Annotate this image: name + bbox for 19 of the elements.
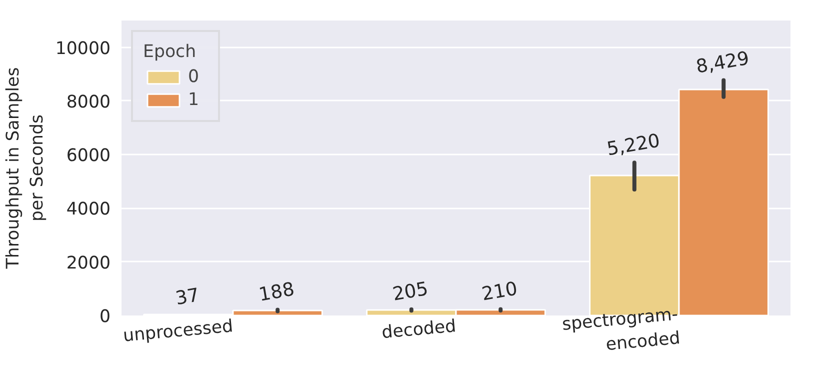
data-label: 188 (257, 279, 296, 306)
data-label: 5,220 (605, 130, 662, 160)
y-axis-title: Throughput in Samples per Seconds (3, 67, 48, 270)
legend-label: 0 (188, 67, 200, 87)
legend-title: Epoch (143, 42, 198, 62)
data-label: 210 (480, 278, 519, 306)
x-tick-label: unprocessed (122, 316, 234, 346)
x-tick-label: spectrogram- encoded (561, 304, 681, 356)
y-tick-label: 8000 (66, 92, 111, 112)
data-label: 205 (391, 278, 430, 306)
data-label: 8,429 (694, 48, 751, 78)
y-tick-label: 2000 (66, 253, 111, 274)
data-label: 37 (174, 284, 201, 310)
y-tick-label: 6000 (66, 146, 111, 166)
legend-label: 1 (188, 90, 200, 110)
y-tick-label: 4000 (66, 200, 111, 220)
y-tick-label: 0 (99, 307, 111, 327)
y-tick-label: 10000 (55, 38, 110, 59)
x-tick-label: decoded (380, 316, 457, 344)
